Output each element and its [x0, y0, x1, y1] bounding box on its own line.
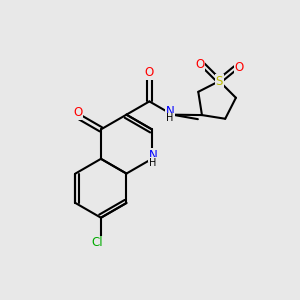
Text: O: O [74, 106, 82, 119]
Text: N: N [166, 105, 174, 118]
Text: O: O [145, 66, 154, 80]
Text: H: H [166, 113, 174, 123]
Text: S: S [216, 75, 223, 88]
Text: N: N [148, 148, 157, 161]
Text: O: O [195, 58, 204, 71]
Text: H: H [149, 158, 157, 168]
Text: Cl: Cl [92, 236, 103, 249]
Text: O: O [234, 61, 244, 74]
